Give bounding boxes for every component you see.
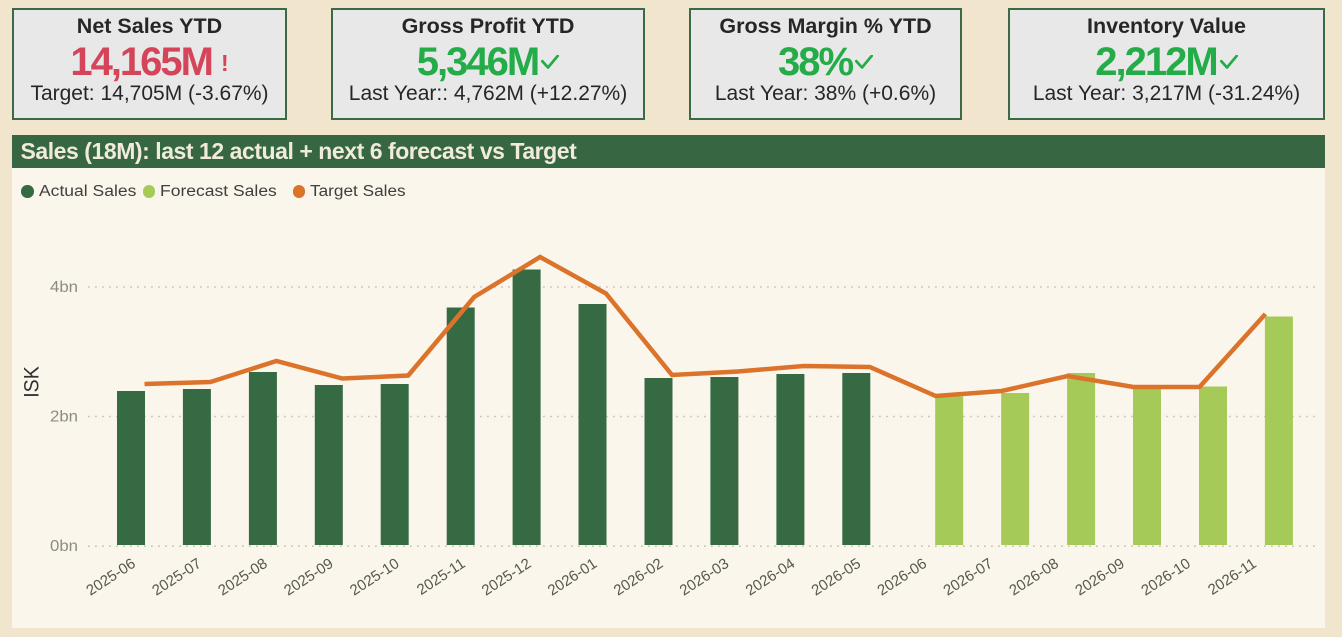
svg-text:2025-07: 2025-07 xyxy=(149,555,204,599)
svg-text:2025-08: 2025-08 xyxy=(215,555,270,599)
svg-text:2026-09: 2026-09 xyxy=(1072,555,1127,599)
svg-text:2025-09: 2025-09 xyxy=(281,555,336,599)
svg-text:2026-01: 2026-01 xyxy=(545,555,600,599)
svg-text:2026-05: 2026-05 xyxy=(809,555,864,599)
svg-text:2025-12: 2025-12 xyxy=(479,555,534,599)
svg-text:ISK: ISK xyxy=(20,366,44,398)
svg-text:2025-11: 2025-11 xyxy=(414,555,468,599)
svg-text:2bn: 2bn xyxy=(50,409,78,426)
svg-text:0bn: 0bn xyxy=(50,538,78,555)
svg-text:2026-07: 2026-07 xyxy=(940,555,995,599)
svg-text:2026-06: 2026-06 xyxy=(874,555,929,599)
svg-text:2026-02: 2026-02 xyxy=(611,555,666,599)
svg-text:2026-04: 2026-04 xyxy=(743,555,798,599)
svg-text:2025-06: 2025-06 xyxy=(83,555,138,599)
svg-text:2025-10: 2025-10 xyxy=(347,555,402,599)
svg-text:2026-03: 2026-03 xyxy=(677,555,732,599)
svg-text:2026-08: 2026-08 xyxy=(1006,555,1061,599)
svg-text:4bn: 4bn xyxy=(50,279,78,296)
svg-text:2026-10: 2026-10 xyxy=(1138,555,1193,599)
svg-text:2026-11: 2026-11 xyxy=(1205,555,1259,599)
